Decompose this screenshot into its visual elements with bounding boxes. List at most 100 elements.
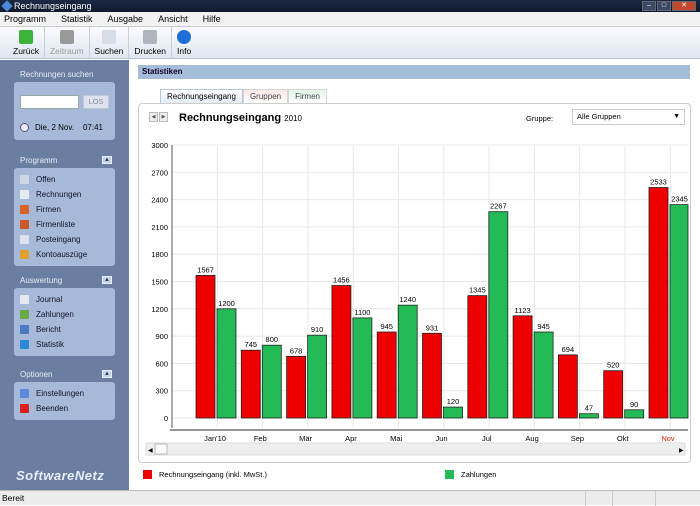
legend-label: Rechnungseingang (inkl. MwSt.) — [159, 470, 267, 479]
chart-year: 2010 — [284, 114, 302, 123]
sidebar-item-label: Zahlungen — [36, 310, 74, 319]
sidebar-group-title: Optionen — [20, 370, 53, 379]
toolbar-zeitraum-button[interactable]: Zeitraum — [45, 27, 90, 58]
kontoauszüge-icon — [20, 250, 29, 259]
chart-panel: ◀ ▶ Rechnungseingang 2010 Gruppe: Alle G… — [138, 103, 691, 463]
sidebar-item-label: Einstellungen — [36, 389, 85, 398]
einstellungen-icon — [20, 389, 29, 398]
sidebar-item-zahlungen[interactable]: Zahlungen — [20, 307, 109, 322]
tab-bar: Rechnungseingang Gruppen Firmen — [160, 89, 327, 103]
toolbar-label: Suchen — [94, 46, 124, 56]
statistik-icon — [20, 340, 29, 349]
chart-title-text: Rechnungseingang — [179, 112, 282, 124]
sidebar-item-einstellungen[interactable]: Einstellungen — [20, 386, 109, 401]
sidebar-item-offen[interactable]: Offen — [20, 172, 109, 187]
collapse-icon[interactable]: ▲ — [102, 370, 112, 378]
search-go-button[interactable]: LOS — [83, 95, 109, 109]
firmenliste-icon — [20, 220, 29, 229]
group-label: Gruppe: — [526, 114, 554, 123]
sidebar-item-rechnungen[interactable]: Rechnungen — [20, 187, 109, 202]
sidebar-group-title: Programm — [20, 156, 58, 165]
sidebar-item-beenden[interactable]: Beenden — [20, 401, 109, 416]
legend-label: Zahlungen — [461, 470, 497, 479]
calendar-icon — [59, 30, 74, 44]
tab-rechnungseingang[interactable]: Rechnungseingang — [160, 89, 243, 103]
toolbar-label: Zurück — [13, 46, 39, 56]
chevron-down-icon: ▼ — [673, 113, 680, 120]
toolbar-drucken-button[interactable]: Drucken — [129, 27, 173, 58]
title-bar: Rechnungseingang – □ ✕ — [0, 0, 700, 12]
sidebar: Rechnungen suchen LOS Die, 2 Nov. 07:41 … — [0, 60, 129, 490]
softwarenetz-logo: SoftwareNetz — [16, 468, 105, 483]
sidebar-item-label: Posteingang — [36, 235, 81, 244]
close-button[interactable]: ✕ — [672, 1, 696, 11]
section-header: Statistiken — [138, 65, 690, 79]
toolbar-zurück-button[interactable]: Zurück — [8, 27, 45, 58]
legend-item-rechnungseingang: Rechnungseingang (inkl. MwSt.) — [143, 470, 267, 479]
sidebar-item-statistik[interactable]: Statistik — [20, 337, 109, 352]
search-input[interactable] — [20, 95, 79, 109]
sidebar-item-label: Rechnungen — [36, 190, 82, 199]
info-icon — [177, 30, 192, 44]
sidebar-item-label: Offen — [36, 175, 56, 184]
collapse-icon[interactable]: ▲ — [102, 156, 112, 164]
toolbar-label: Drucken — [134, 46, 167, 56]
app-icon — [1, 0, 13, 12]
legend-swatch — [143, 470, 152, 479]
journal-icon — [20, 295, 29, 304]
menu-bar: Programm Statistik Ausgabe Ansicht Hilfe — [0, 12, 700, 27]
sidebar-item-kontoauszüge[interactable]: Kontoauszüge — [20, 247, 109, 262]
sidebar-item-label: Beenden — [36, 404, 69, 413]
tab-firmen[interactable]: Firmen — [288, 89, 327, 103]
search-document-icon — [101, 30, 116, 44]
toolbar-label: Info — [177, 46, 192, 56]
posteingang-icon — [20, 235, 29, 244]
menu-ausgabe[interactable]: Ausgabe — [107, 14, 144, 24]
sidebar-item-firmen[interactable]: Firmen — [20, 202, 109, 217]
sidebar-item-firmenliste[interactable]: Firmenliste — [20, 217, 109, 232]
prev-year-button[interactable]: ◀ — [149, 112, 158, 122]
sidebar-item-label: Firmen — [36, 205, 61, 214]
sidebar-item-label: Journal — [36, 295, 63, 304]
group-select-value: Alle Gruppen — [577, 112, 621, 121]
group-select[interactable]: Alle Gruppen ▼ — [572, 109, 685, 125]
minimize-button[interactable]: – — [642, 1, 656, 11]
next-year-button[interactable]: ▶ — [159, 112, 168, 122]
beenden-icon — [20, 404, 29, 413]
collapse-icon[interactable]: ▲ — [102, 276, 112, 284]
sidebar-item-bericht[interactable]: Bericht — [20, 322, 109, 337]
sidebar-group-programm: Offen Rechnungen Firmen Firmenliste Posteing… — [14, 168, 115, 266]
maximize-button[interactable]: □ — [657, 1, 671, 11]
offen-icon — [20, 175, 29, 184]
chart-title: Rechnungseingang 2010 — [179, 112, 302, 124]
menu-hilfe[interactable]: Hilfe — [202, 14, 221, 24]
search-box: LOS Die, 2 Nov. 07:41 — [14, 82, 115, 140]
window-title: Rechnungseingang — [14, 1, 92, 11]
sidebar-group-auswertung: Journal Zahlungen Bericht Statistik — [14, 288, 115, 356]
sidebar-item-label: Kontoauszüge — [36, 250, 88, 259]
bericht-icon — [20, 325, 29, 334]
menu-ansicht[interactable]: Ansicht — [158, 14, 188, 24]
legend-item-zahlungen: Zahlungen — [445, 470, 496, 479]
menu-programm[interactable]: Programm — [4, 14, 47, 24]
toolbar-suchen-button[interactable]: Suchen — [90, 27, 130, 58]
menu-statistik[interactable]: Statistik — [61, 14, 93, 24]
firmen-icon — [20, 205, 29, 214]
rechnungen-icon — [20, 190, 29, 199]
sidebar-item-label: Statistik — [36, 340, 65, 349]
status-bar: Bereit — [0, 490, 700, 506]
current-time: 07:41 — [82, 123, 104, 132]
sidebar-item-label: Bericht — [36, 325, 61, 334]
printer-icon — [143, 30, 158, 44]
zahlungen-icon — [20, 310, 29, 319]
sidebar-item-label: Firmenliste — [36, 220, 76, 229]
search-title: Rechnungen suchen — [20, 70, 94, 79]
toolbar-info-button[interactable]: Info — [172, 27, 196, 58]
back-arrow-icon — [18, 30, 33, 44]
sidebar-group-optionen: Einstellungen Beenden — [14, 382, 115, 420]
tab-gruppen[interactable]: Gruppen — [242, 89, 289, 103]
status-text: Bereit — [2, 493, 25, 503]
sidebar-item-journal[interactable]: Journal — [20, 292, 109, 307]
sidebar-item-posteingang[interactable]: Posteingang — [20, 232, 109, 247]
toolbar-label: Zeitraum — [49, 46, 84, 56]
